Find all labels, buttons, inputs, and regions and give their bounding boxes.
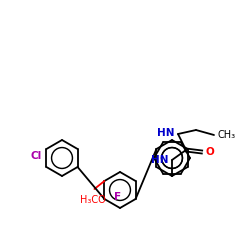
Text: CH₃: CH₃ <box>217 130 235 140</box>
Text: F: F <box>114 192 121 202</box>
Text: HN: HN <box>158 128 175 138</box>
Text: H₃CO: H₃CO <box>80 195 105 205</box>
Text: O: O <box>206 147 215 157</box>
Text: Cl: Cl <box>30 151 42 161</box>
Text: HN: HN <box>152 155 169 165</box>
